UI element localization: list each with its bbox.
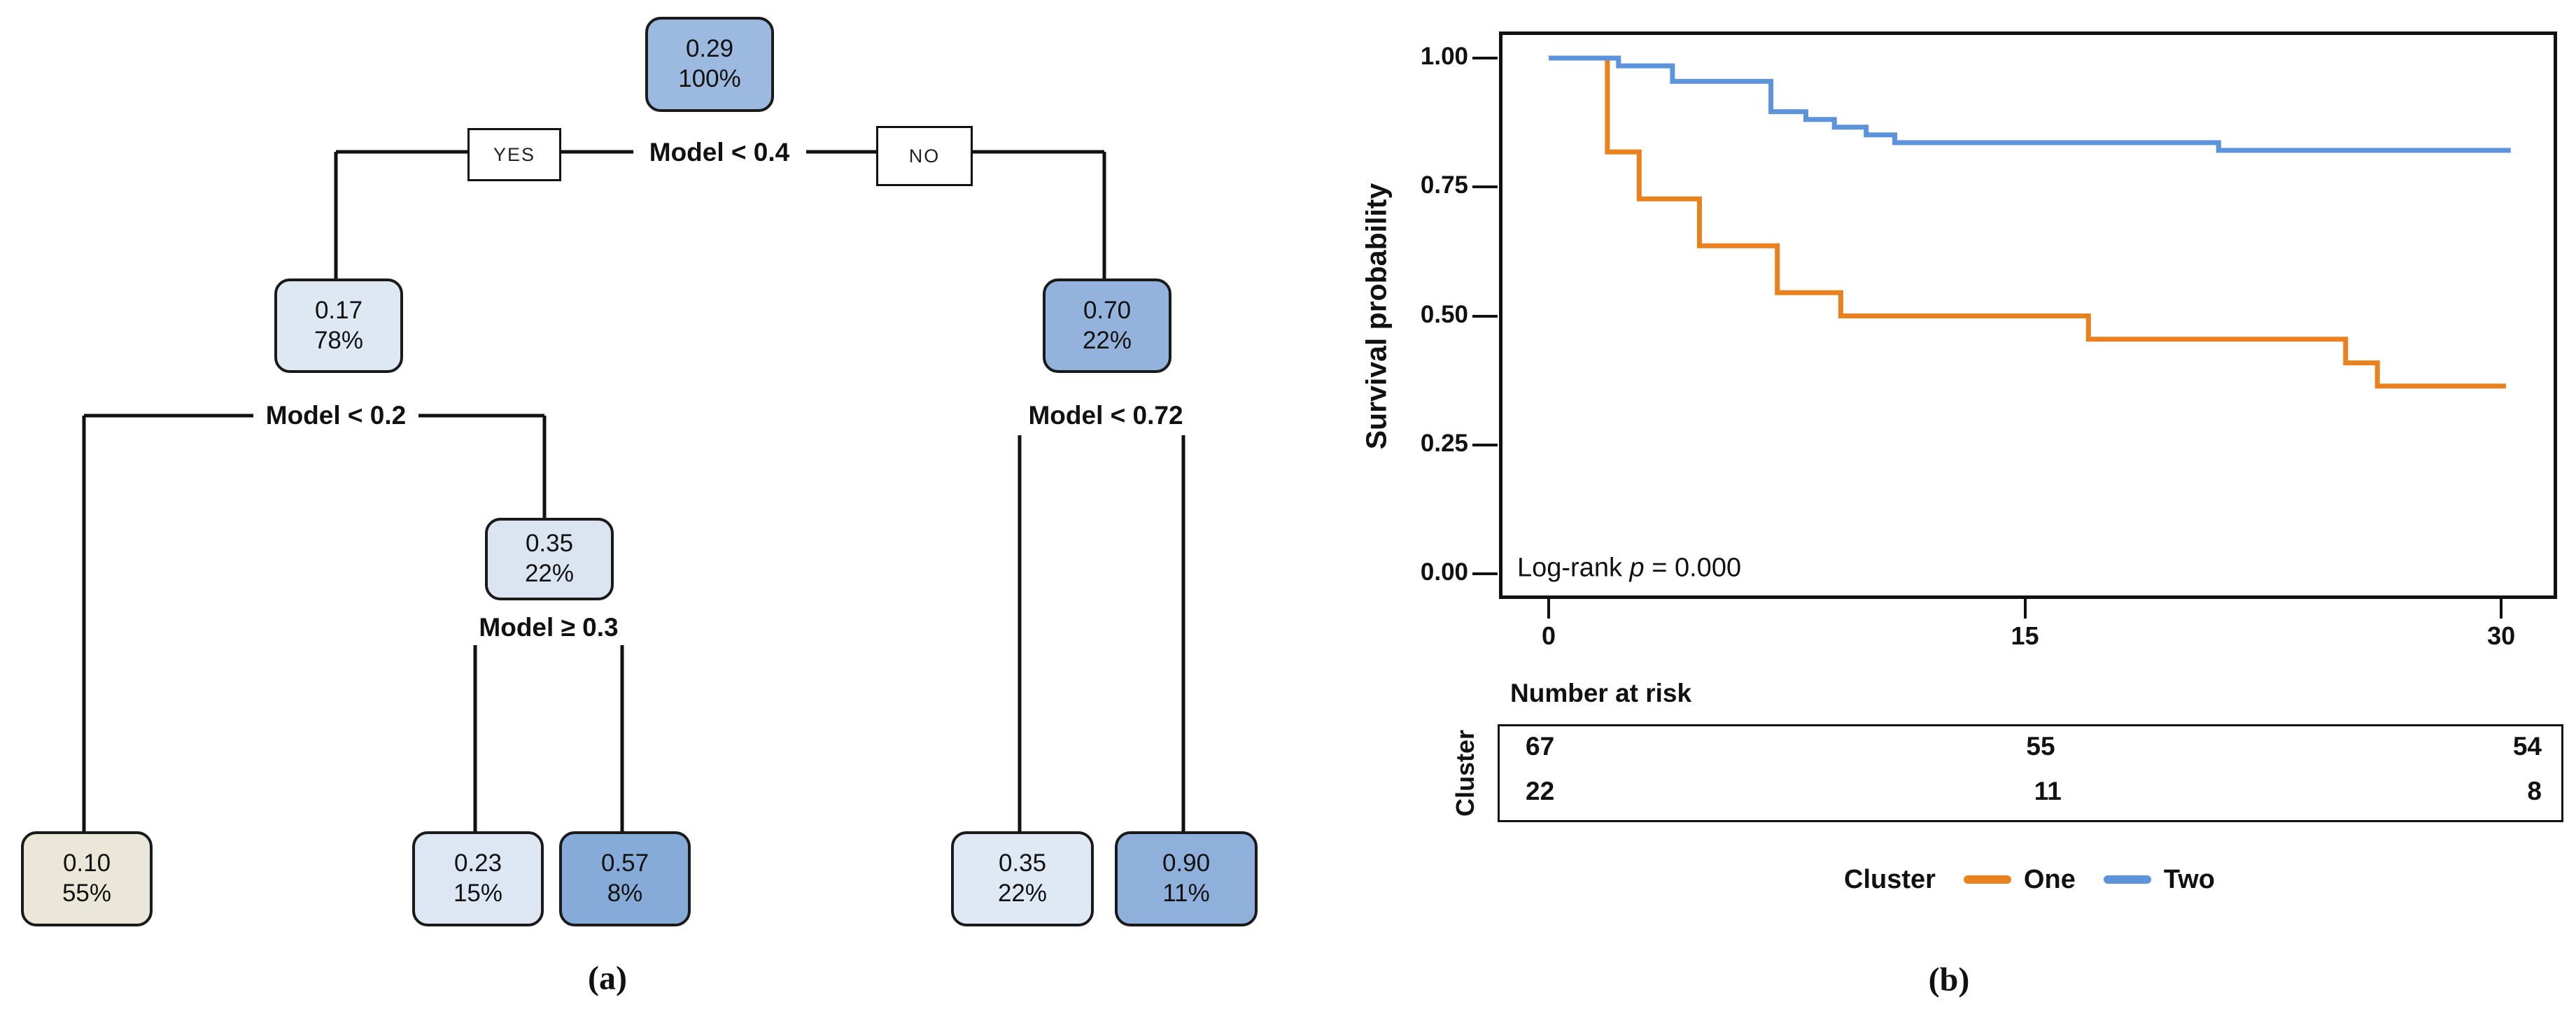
node-percent: 15% xyxy=(453,880,503,907)
km-curve-two xyxy=(1549,55,2511,153)
node-percent: 8% xyxy=(607,880,643,907)
tree-leaf-2: 0.23 15% xyxy=(412,831,544,926)
node-value: 0.70 xyxy=(1083,296,1132,324)
node-value: 0.35 xyxy=(998,849,1047,877)
tree-leaf-4: 0.35 22% xyxy=(951,831,1094,926)
legend-title: Cluster xyxy=(1844,864,1936,894)
node-percent: 22% xyxy=(524,560,575,587)
tree-leaf-3: 0.57 8% xyxy=(559,831,691,926)
risk-count: 67 xyxy=(1526,732,1555,761)
y-tick-mark xyxy=(1472,572,1498,575)
risk-row: 22 11 8 xyxy=(1526,777,2542,806)
x-tick-label: 15 xyxy=(2011,621,2039,650)
branch-yes-label: YES xyxy=(493,143,536,165)
node-value: 0.23 xyxy=(453,849,502,877)
node-value: 0.35 xyxy=(525,530,574,558)
split-label-right: Model < 0.72 xyxy=(1028,401,1183,430)
tree-node-root: 0.29 100% xyxy=(645,17,774,112)
node-percent: 78% xyxy=(314,326,364,354)
km-plot-area xyxy=(1499,31,2557,599)
y-tick-mark xyxy=(1472,185,1498,189)
split-label-left: Model < 0.2 xyxy=(265,401,407,430)
risk-count: 11 xyxy=(2034,777,2062,805)
y-tick-mark xyxy=(1472,314,1498,318)
legend-label-one: One xyxy=(2023,864,2076,894)
risk-count: 8 xyxy=(2527,777,2542,805)
y-tick-label: 1.00 xyxy=(1420,43,1468,70)
y-tick-mark xyxy=(1472,57,1498,59)
logrank-annotation: Log-rank p = 0.000 xyxy=(1517,553,1741,584)
legend-entry-one: One xyxy=(1963,864,2076,895)
logrank-prefix: Log-rank xyxy=(1517,553,1630,583)
branch-box-yes: YES xyxy=(467,128,561,181)
km-curves xyxy=(1549,55,2511,389)
y-tick-label: 0.50 xyxy=(1420,300,1468,328)
y-tick-label: 0.25 xyxy=(1420,429,1468,457)
x-tick-label: 30 xyxy=(2487,621,2516,650)
legend-swatch-two xyxy=(2103,875,2151,884)
node-percent: 100% xyxy=(678,65,741,92)
node-value: 0.90 xyxy=(1162,849,1211,877)
legend-swatch-one xyxy=(1963,875,2011,884)
branch-no-label: NO xyxy=(908,145,941,167)
y-tick-label: 0.00 xyxy=(1420,558,1468,586)
legend-label-two: Two xyxy=(2163,864,2215,894)
legend-entry-two: Two xyxy=(2103,864,2215,895)
tree-connector-lines xyxy=(82,150,1185,831)
y-tick-mark xyxy=(1472,443,1498,446)
y-tick-label: 0.75 xyxy=(1420,171,1468,199)
risk-row: 67 55 54 xyxy=(1526,732,2542,761)
tree-leaf-5: 0.90 11% xyxy=(1115,831,1258,926)
risk-table-box xyxy=(1498,724,2563,822)
risk-table-title: Number at risk xyxy=(1510,679,1692,707)
caption-panel-b: (b) xyxy=(1928,961,1970,999)
risk-count: 54 xyxy=(2512,732,2542,761)
node-value: 0.17 xyxy=(314,296,363,324)
logrank-p-symbol: p xyxy=(1629,553,1645,583)
logrank-value: = 0.000 xyxy=(1644,553,1742,583)
risk-count: 22 xyxy=(1526,777,1555,805)
x-tick-mark xyxy=(2023,599,2027,619)
x-tick-mark xyxy=(1547,599,1550,619)
node-percent: 55% xyxy=(62,880,112,907)
tree-node-mid: 0.35 22% xyxy=(485,518,614,600)
node-percent: 11% xyxy=(1162,880,1210,907)
caption-panel-a: (a) xyxy=(588,959,627,997)
split-label-mid: Model ≥ 0.3 xyxy=(479,613,619,642)
node-value: 0.29 xyxy=(685,35,734,63)
x-tick-mark xyxy=(2500,599,2503,619)
node-value: 0.57 xyxy=(600,849,649,877)
x-tick-label: 0 xyxy=(1541,621,1556,650)
risk-count: 55 xyxy=(2026,732,2055,761)
tree-node-right: 0.70 22% xyxy=(1043,278,1171,373)
km-legend: Cluster One Two xyxy=(1499,858,2560,901)
tree-leaf-1: 0.10 55% xyxy=(21,831,153,926)
tree-node-left: 0.17 78% xyxy=(274,278,403,373)
node-value: 0.10 xyxy=(62,849,111,877)
branch-box-no: NO xyxy=(876,126,973,186)
risk-row-axis-label: Cluster xyxy=(1451,729,1479,817)
node-percent: 22% xyxy=(1082,326,1132,354)
split-label-root: Model < 0.4 xyxy=(649,138,790,167)
node-percent: 22% xyxy=(997,880,1048,907)
km-curve-one xyxy=(1549,55,2506,389)
